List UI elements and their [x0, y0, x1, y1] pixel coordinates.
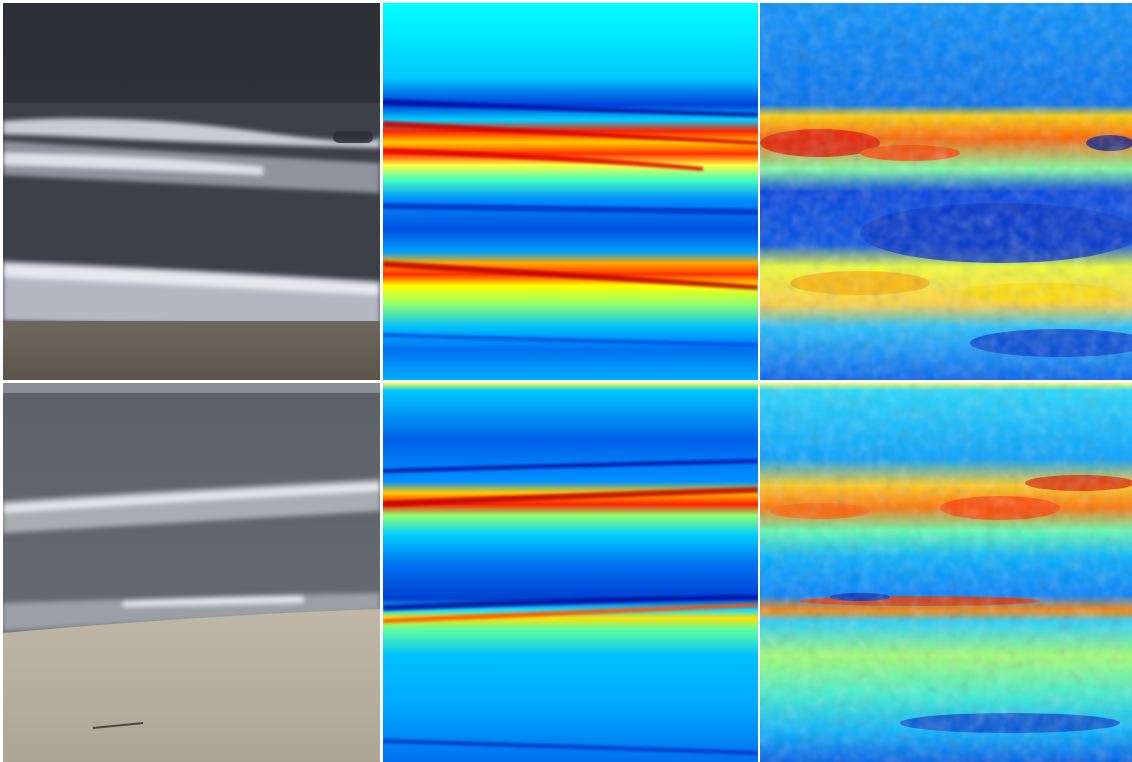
- row2-streak-heatmap: [383, 383, 758, 762]
- beach-surf-photo-icon: [3, 383, 380, 762]
- row1-beach-photo: [3, 3, 380, 380]
- heatmap-icon: [383, 3, 758, 380]
- heatmap-icon: [760, 383, 1132, 762]
- heatmap-icon: [383, 383, 758, 762]
- beach-surf-photo-icon: [3, 3, 380, 380]
- row2-beach-photo: [3, 383, 380, 762]
- row1-streak-heatmap: [383, 3, 758, 380]
- row1-texture-heatmap: [760, 3, 1132, 380]
- heatmap-icon: [760, 3, 1132, 380]
- row2-texture-heatmap: [760, 383, 1132, 762]
